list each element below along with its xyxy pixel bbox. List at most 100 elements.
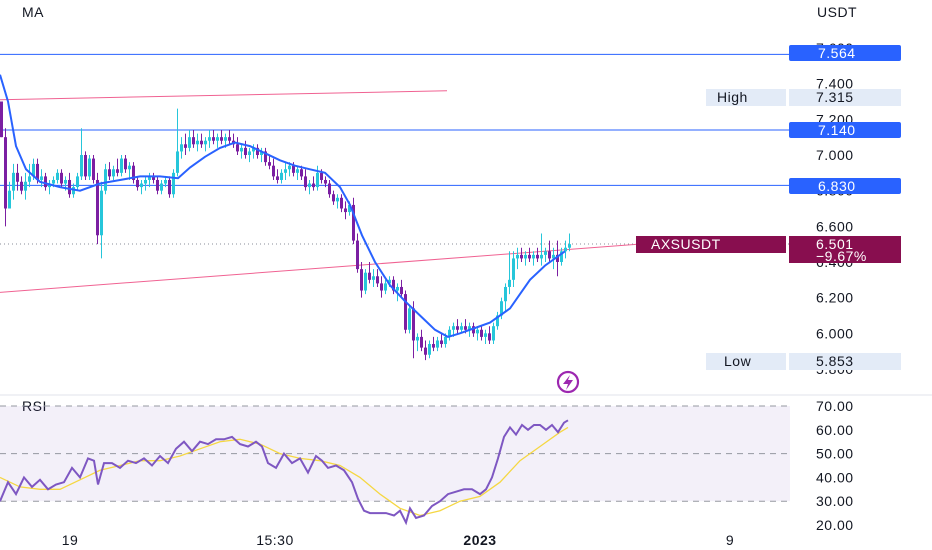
candle-body — [172, 172, 175, 195]
candle-body — [204, 140, 207, 145]
candle-body — [372, 276, 375, 280]
candle-50 — [200, 133, 203, 148]
rsi-tick-5: 20.00 — [816, 517, 854, 533]
candle-59 — [236, 137, 239, 155]
candle-31 — [124, 155, 127, 173]
candle-body — [160, 183, 163, 191]
candle-body — [548, 251, 551, 259]
candle-114 — [456, 319, 459, 334]
candle-body — [520, 254, 523, 259]
candle-body — [364, 272, 367, 291]
svg-text:−9.67%: −9.67% — [816, 248, 867, 264]
candle-67 — [268, 155, 271, 170]
time-tick-0: 19 — [62, 532, 79, 548]
candle-85 — [340, 194, 343, 213]
candle-body — [432, 344, 435, 348]
candle-10 — [40, 169, 43, 188]
level-label-7140: 7.140 — [789, 122, 901, 138]
candle-body — [484, 333, 487, 337]
svg-text:AXSUSDT: AXSUSDT — [651, 236, 721, 252]
candle-140 — [560, 247, 563, 266]
candle-body — [352, 204, 355, 241]
candle-64 — [256, 144, 259, 159]
candle-body — [300, 169, 303, 177]
candle-44 — [176, 108, 179, 177]
candle-131 — [524, 251, 527, 266]
time-tick-1: 15:30 — [256, 532, 294, 548]
candle-3 — [12, 163, 15, 200]
candle-120 — [480, 326, 483, 341]
candle-108 — [432, 336, 435, 352]
candle-body — [44, 176, 47, 188]
candle-body — [116, 169, 119, 173]
candle-121 — [484, 329, 487, 345]
candle-body — [448, 329, 451, 337]
candle-body — [240, 147, 243, 152]
candle-body — [220, 137, 223, 141]
svg-text:7.315: 7.315 — [816, 89, 854, 105]
candle-37 — [148, 172, 151, 188]
candle-28 — [112, 165, 115, 180]
moving-average-line — [0, 74, 566, 338]
svg-text:7.564: 7.564 — [818, 45, 856, 61]
candle-body — [128, 165, 131, 170]
candle-body — [420, 336, 423, 348]
candle-body — [272, 165, 275, 177]
candle-77 — [308, 179, 311, 195]
candle-68 — [272, 158, 275, 180]
candle-body — [180, 144, 183, 152]
candle-38 — [152, 172, 155, 184]
lightning-icon[interactable] — [556, 370, 580, 394]
candle-body — [512, 258, 515, 280]
candle-27 — [108, 162, 111, 180]
candle-body — [28, 176, 31, 182]
candle-body — [476, 329, 479, 334]
candle-88 — [352, 197, 355, 245]
candle-body — [552, 254, 555, 259]
candle-11 — [44, 172, 47, 191]
candle-126 — [504, 283, 507, 312]
candle-133 — [532, 251, 535, 266]
candle-body — [288, 165, 291, 170]
candle-26 — [104, 163, 107, 195]
candle-20 — [80, 128, 83, 180]
candle-body — [316, 172, 319, 188]
symbol-price-label: AXSUSDT 6.501 −9.67% — [636, 236, 901, 264]
candle-body — [96, 179, 99, 236]
candle-49 — [196, 133, 199, 152]
candle-6 — [24, 172, 27, 200]
candle-body — [12, 172, 15, 191]
candle-body — [508, 279, 511, 287]
candle-body — [40, 176, 43, 180]
candle-30 — [120, 155, 123, 177]
svg-text:Low: Low — [724, 353, 752, 369]
candle-78 — [312, 176, 315, 191]
candle-83 — [332, 190, 335, 205]
candle-128 — [512, 251, 515, 287]
candle-body — [560, 251, 563, 262]
candle-119 — [476, 326, 479, 341]
candle-body — [176, 151, 179, 173]
candle-body — [68, 179, 71, 195]
candle-51 — [204, 137, 207, 152]
svg-text:High: High — [717, 89, 748, 105]
candle-body — [344, 208, 347, 213]
candle-body — [192, 137, 195, 145]
candle-body — [148, 176, 151, 180]
candle-body — [76, 176, 79, 188]
candle-62 — [248, 147, 251, 163]
candle-4 — [16, 163, 19, 191]
candle-body — [536, 254, 539, 259]
candle-body — [368, 272, 371, 280]
candle-body — [408, 308, 411, 330]
candle-body — [216, 137, 219, 141]
candle-135 — [540, 233, 543, 266]
candle-body — [0, 101, 3, 138]
candle-body — [464, 326, 467, 330]
candle-65 — [260, 147, 263, 163]
price-tick-3: 7.000 — [816, 147, 854, 163]
candle-body — [348, 204, 351, 213]
candle-71 — [284, 162, 287, 180]
candle-body — [356, 240, 359, 270]
